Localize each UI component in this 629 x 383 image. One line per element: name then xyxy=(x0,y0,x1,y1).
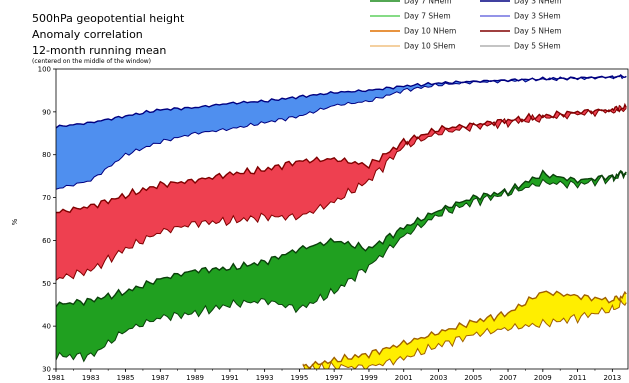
x-tick-label: 2011 xyxy=(569,374,587,382)
legend-label: Day 5 SHem xyxy=(514,42,561,51)
legend-label: Day 7 SHem xyxy=(404,12,451,21)
y-tick-label: 60 xyxy=(42,237,51,245)
line-day-7-shem xyxy=(56,170,627,363)
x-tick-label: 2013 xyxy=(603,374,621,382)
legend-label: Day 10 SHem xyxy=(404,42,455,51)
x-tick-label: 1985 xyxy=(117,374,135,382)
chart-title-line-3: 12-month running mean xyxy=(32,44,166,57)
x-tick-label: 1999 xyxy=(360,374,378,382)
legend-label: Day 10 NHem xyxy=(404,27,456,36)
y-tick-label: 30 xyxy=(42,366,51,374)
x-tick-label: 1983 xyxy=(82,374,100,382)
legend-item: Day 5 NHem xyxy=(480,27,562,36)
chart-title-line-2: Anomaly correlation xyxy=(32,28,143,41)
line-day-10-shem xyxy=(302,298,627,369)
y-tick-label: 50 xyxy=(42,280,51,288)
legend-item: Day 3 NHem xyxy=(480,0,562,6)
x-tick-label: 2001 xyxy=(395,374,413,382)
band-day-7 xyxy=(56,170,627,362)
line-day-7-nhem xyxy=(56,169,627,308)
line-day-3-nhem xyxy=(56,74,627,129)
band-day-5 xyxy=(56,104,627,281)
plot-frame xyxy=(55,68,629,370)
axes: 30 40 50 60 70 80 90 100 1981 1983 1985 1987 1989 199… xyxy=(38,66,629,382)
line-day-3-shem xyxy=(56,75,627,190)
x-tick-label: 2009 xyxy=(534,374,552,382)
legend-item: Day 10 SHem xyxy=(370,42,455,51)
line-day-5-nhem xyxy=(56,102,627,214)
y-axis-label: % xyxy=(11,218,19,225)
x-tick-label: 1993 xyxy=(256,374,274,382)
x-tick-label: 1987 xyxy=(151,374,169,382)
x-tick-label: 1981 xyxy=(47,374,65,382)
x-tick-label: 1997 xyxy=(325,374,343,382)
chart-title-block: 500hPa geopotential height Anomaly corre… xyxy=(32,12,185,65)
plot-bands xyxy=(56,74,627,369)
x-tick-label: 1995 xyxy=(290,374,308,382)
y-tick-label: 40 xyxy=(42,323,51,331)
legend-label: Day 3 SHem xyxy=(514,12,561,21)
y-tick-label: 100 xyxy=(38,66,51,74)
legend-item: Day 7 SHem xyxy=(370,12,451,21)
x-tick-label: 1991 xyxy=(221,374,239,382)
band-day-3 xyxy=(56,75,627,190)
chart-title-line-1: 500hPa geopotential height xyxy=(32,12,185,25)
legend-item: Day 7 NHem xyxy=(370,0,452,6)
y-tick-label: 90 xyxy=(42,108,51,116)
line-day-5-shem xyxy=(56,104,627,281)
legend: Day 7 NHem Day 3 NHem Day 7 SHem Day 3 SHem… xyxy=(370,0,562,51)
chart-title-note: (centered on the middle of the window) xyxy=(32,58,151,65)
legend-label: Day 5 NHem xyxy=(514,27,562,36)
y-tick-label: 70 xyxy=(42,194,51,202)
x-tick-label: 2005 xyxy=(464,374,482,382)
band-day-10 xyxy=(302,291,627,369)
x-tick-label: 2007 xyxy=(499,374,517,382)
legend-label: Day 7 NHem xyxy=(404,0,452,6)
x-tick-label: 1989 xyxy=(186,374,204,382)
legend-item: Day 5 SHem xyxy=(480,42,561,51)
line-day-10-nhem xyxy=(302,290,627,369)
y-tick-label: 80 xyxy=(42,151,51,159)
x-tick-label: 2003 xyxy=(430,374,448,382)
legend-item: Day 3 SHem xyxy=(480,12,561,21)
legend-label: Day 3 NHem xyxy=(514,0,562,6)
legend-item: Day 10 NHem xyxy=(370,27,456,36)
